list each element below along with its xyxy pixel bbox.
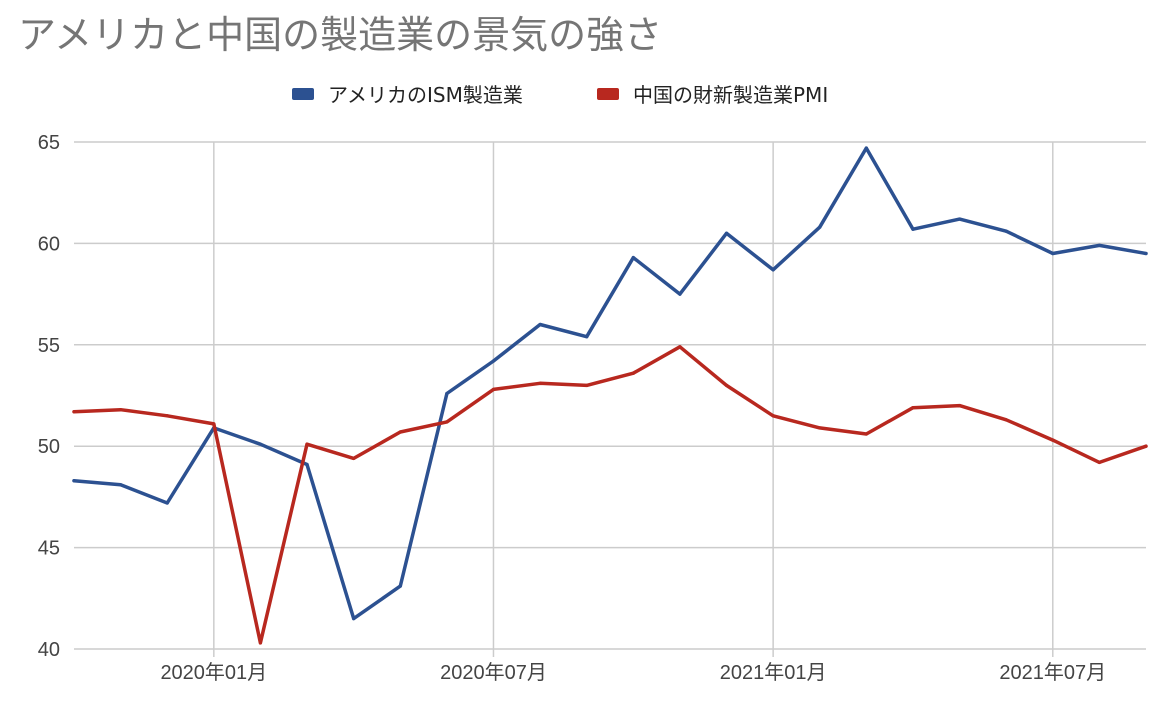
data-point: [1097, 460, 1101, 465]
data-point: [585, 335, 589, 339]
chart-title: アメリカと中国の製造業の景気の強さ: [18, 13, 662, 57]
y-tick-label: 65: [38, 132, 60, 154]
legend-swatch: [597, 88, 619, 100]
y-tick-label: 45: [38, 538, 60, 560]
data-point: [911, 406, 915, 410]
data-point: [1004, 229, 1008, 233]
data-point: [818, 426, 822, 430]
data-point: [1051, 251, 1055, 256]
data-point: [212, 422, 216, 426]
series-lines: [72, 146, 1148, 645]
x-tick-label: 2020年07月: [440, 661, 547, 684]
data-point: [258, 641, 263, 645]
legend-label: 中国の財新製造業PMI: [633, 83, 828, 107]
x-tick-label: 2020年01月: [160, 661, 267, 684]
data-point: [398, 584, 402, 588]
x-axis-ticks: 2020年01月 2020年07月 2021年01月 2021年07月: [160, 661, 1106, 684]
data-point: [491, 359, 496, 363]
y-tick-label: 55: [38, 335, 60, 357]
data-point: [538, 381, 542, 385]
data-point: [72, 479, 76, 483]
data-point: [352, 616, 356, 621]
data-point: [724, 383, 729, 387]
gridlines: [74, 141, 1146, 657]
data-point: [72, 410, 76, 414]
data-point: [1051, 438, 1055, 442]
data-point: [678, 345, 682, 349]
data-point: [1144, 251, 1148, 256]
data-point: [631, 371, 635, 375]
data-point: [305, 462, 309, 467]
data-point: [398, 430, 402, 434]
data-point: [119, 408, 123, 412]
y-tick-label: 60: [38, 233, 60, 255]
data-point: [818, 225, 822, 229]
data-point: [445, 420, 449, 424]
data-point: [165, 414, 169, 418]
x-tick-label: 2021年01月: [720, 661, 827, 684]
legend-label: アメリカのISM製造業: [328, 83, 523, 107]
y-axis-ticks: 40 45 50 55 60 65: [38, 132, 60, 661]
series-line-1: [72, 345, 1148, 645]
data-point: [305, 442, 309, 446]
x-tick-label: 2021年07月: [999, 661, 1106, 684]
data-point: [585, 383, 589, 387]
y-tick-label: 50: [38, 436, 60, 458]
data-point: [724, 231, 729, 235]
legend: アメリカのISM製造業 中国の財新製造業PMI: [292, 83, 828, 107]
data-point: [771, 268, 775, 272]
legend-swatch: [292, 88, 314, 100]
data-point: [165, 501, 169, 505]
data-point: [258, 442, 263, 446]
data-point: [352, 456, 356, 460]
data-point: [678, 292, 682, 296]
data-point: [864, 432, 868, 436]
data-point: [957, 404, 962, 408]
series-line-0: [72, 146, 1148, 621]
data-point: [119, 483, 123, 487]
data-point: [491, 387, 496, 392]
data-point: [911, 227, 915, 231]
data-point: [1144, 444, 1148, 448]
data-point: [631, 255, 635, 260]
data-point: [538, 322, 542, 327]
y-tick-label: 40: [38, 639, 60, 661]
data-point: [1097, 243, 1101, 248]
data-point: [864, 146, 868, 150]
data-point: [771, 414, 775, 418]
data-point: [445, 391, 449, 396]
data-point: [957, 217, 962, 221]
data-point: [1004, 418, 1008, 422]
